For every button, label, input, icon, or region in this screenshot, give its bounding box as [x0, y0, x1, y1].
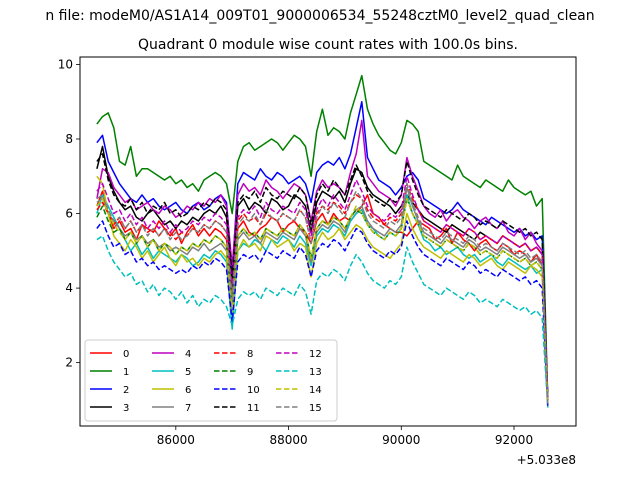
- legend-label-4: 4: [185, 349, 191, 360]
- y-tick-label: 6: [65, 207, 73, 221]
- legend-label-14: 14: [309, 385, 322, 396]
- legend-label-15: 15: [309, 403, 322, 414]
- x-offset-label: +5.033e8: [517, 453, 576, 467]
- series-line-13: [96, 235, 549, 408]
- legend-label-5: 5: [185, 367, 191, 378]
- series-line-6: [96, 175, 549, 404]
- y-axis: 2 4 6 8 10: [58, 57, 80, 370]
- x-tick-label: 88000: [269, 433, 307, 447]
- y-tick-label: 10: [58, 57, 73, 71]
- legend-label-0: 0: [123, 349, 129, 360]
- series-line-1: [96, 74, 549, 400]
- legend-label-3: 3: [123, 403, 129, 414]
- legend-label-13: 13: [309, 367, 322, 378]
- x-axis: 86000 88000 90000 92000: [157, 426, 533, 447]
- chart-suptitle: n file: modeM0/AS1A14_009T01_9000006534_…: [45, 8, 594, 24]
- legend-label-8: 8: [247, 349, 253, 360]
- y-tick-label: 4: [65, 281, 73, 295]
- legend-label-11: 11: [247, 403, 260, 414]
- legend-box: [84, 339, 338, 422]
- chart-title: Quadrant 0 module wise count rates with …: [138, 37, 518, 53]
- legend-label-2: 2: [123, 385, 129, 396]
- y-tick-label: 2: [65, 356, 73, 370]
- x-tick-label: 90000: [382, 433, 420, 447]
- series-line-15: [96, 182, 549, 404]
- series-line-12: [96, 175, 549, 404]
- series-line-2: [96, 100, 549, 400]
- y-tick-label: 8: [65, 132, 73, 146]
- x-tick-label: 86000: [157, 433, 195, 447]
- legend-label-10: 10: [247, 385, 260, 396]
- legend-label-6: 6: [185, 385, 191, 396]
- plot-frame: [79, 56, 577, 427]
- series-layer: [96, 74, 549, 408]
- series-line-14: [96, 197, 549, 404]
- legend-label-7: 7: [185, 403, 191, 414]
- series-line-4: [96, 119, 549, 400]
- x-tick-label: 92000: [495, 433, 533, 447]
- legend-label-12: 12: [309, 349, 322, 360]
- legend-label-1: 1: [123, 367, 129, 378]
- legend-label-9: 9: [247, 367, 253, 378]
- series-line-10: [96, 220, 549, 408]
